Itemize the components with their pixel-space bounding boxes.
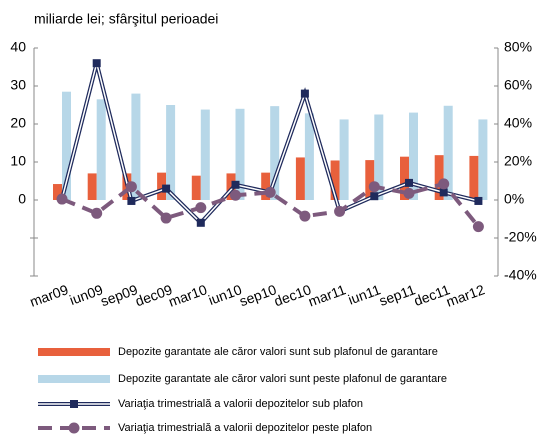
legend-label: Variaţia trimestrială a valorii depozite… [118, 422, 372, 434]
bar [62, 91, 71, 200]
y2-tick-label: -20% [504, 229, 537, 245]
bar [166, 105, 176, 200]
legend-label: Depozite garantate ale căror valori sunt… [118, 346, 438, 358]
bar [365, 160, 375, 200]
bar [304, 113, 314, 200]
marker [403, 187, 415, 199]
bar [443, 105, 453, 200]
y2-tick-label: 80% [504, 39, 532, 55]
x-tick-label: mar11 [306, 281, 348, 309]
bar [96, 99, 106, 200]
bar [191, 175, 201, 200]
x-tick-label: mar12 [444, 281, 487, 310]
x-tick-group: mar12 [444, 281, 487, 310]
bar [131, 93, 141, 200]
y-tick-label: 30 [10, 77, 26, 93]
marker [196, 218, 205, 227]
legend-label: Depozite garantate ale căror valori sunt… [118, 373, 447, 385]
x-tick-label: mar09 [28, 281, 71, 310]
chart-title: miliarde lei; sfârşitul perioadei [34, 11, 218, 27]
marker [264, 186, 276, 198]
marker [162, 184, 171, 193]
bar [200, 109, 210, 200]
marker [127, 196, 136, 205]
marker [368, 181, 380, 193]
bar [330, 160, 340, 200]
x-tick-group: mar10 [166, 281, 209, 310]
y2-tick-label: 40% [504, 115, 532, 131]
legend-swatch [38, 348, 110, 356]
marker [474, 196, 483, 205]
legend-marker [70, 400, 78, 408]
bar [270, 106, 280, 200]
bar [374, 114, 384, 200]
marker [231, 180, 240, 189]
bar [226, 173, 236, 200]
bar [469, 155, 479, 200]
marker [299, 210, 311, 222]
bar [478, 119, 488, 200]
marker [300, 89, 309, 98]
bar [235, 108, 245, 200]
bar [261, 172, 271, 200]
x-tick-group: mar11 [306, 281, 348, 309]
y-tick-label: 40 [10, 39, 26, 55]
marker [370, 192, 379, 201]
y2-tick-label: 0% [504, 191, 524, 207]
y2-tick-label: -40% [504, 267, 537, 283]
marker [438, 178, 450, 190]
marker [405, 178, 413, 187]
marker [92, 59, 101, 68]
marker [334, 205, 346, 217]
marker [125, 181, 137, 193]
y2-tick-label: 20% [504, 153, 532, 169]
y-tick-label: 20 [10, 115, 26, 131]
bar [434, 155, 444, 200]
y-tick-label: 10 [10, 153, 26, 169]
marker [160, 212, 172, 224]
marker [230, 189, 241, 201]
marker [439, 188, 448, 197]
bar [409, 112, 418, 200]
bar [157, 172, 167, 200]
legend-marker [68, 422, 80, 434]
bar [87, 173, 97, 200]
x-tick-group: mar09 [28, 281, 71, 310]
marker [472, 221, 484, 233]
marker [56, 193, 68, 205]
y2-tick-label: 60% [504, 77, 532, 93]
marker [91, 207, 103, 219]
x-tick-label: mar10 [166, 281, 209, 310]
bar [400, 156, 409, 200]
bar [53, 184, 62, 200]
bar [339, 119, 349, 200]
legend-swatch [38, 375, 110, 383]
bar [295, 157, 305, 200]
marker [195, 202, 207, 214]
legend-label: Variaţia trimestrială a valorii depozite… [118, 398, 363, 410]
y-tick-label: 0 [18, 191, 26, 207]
